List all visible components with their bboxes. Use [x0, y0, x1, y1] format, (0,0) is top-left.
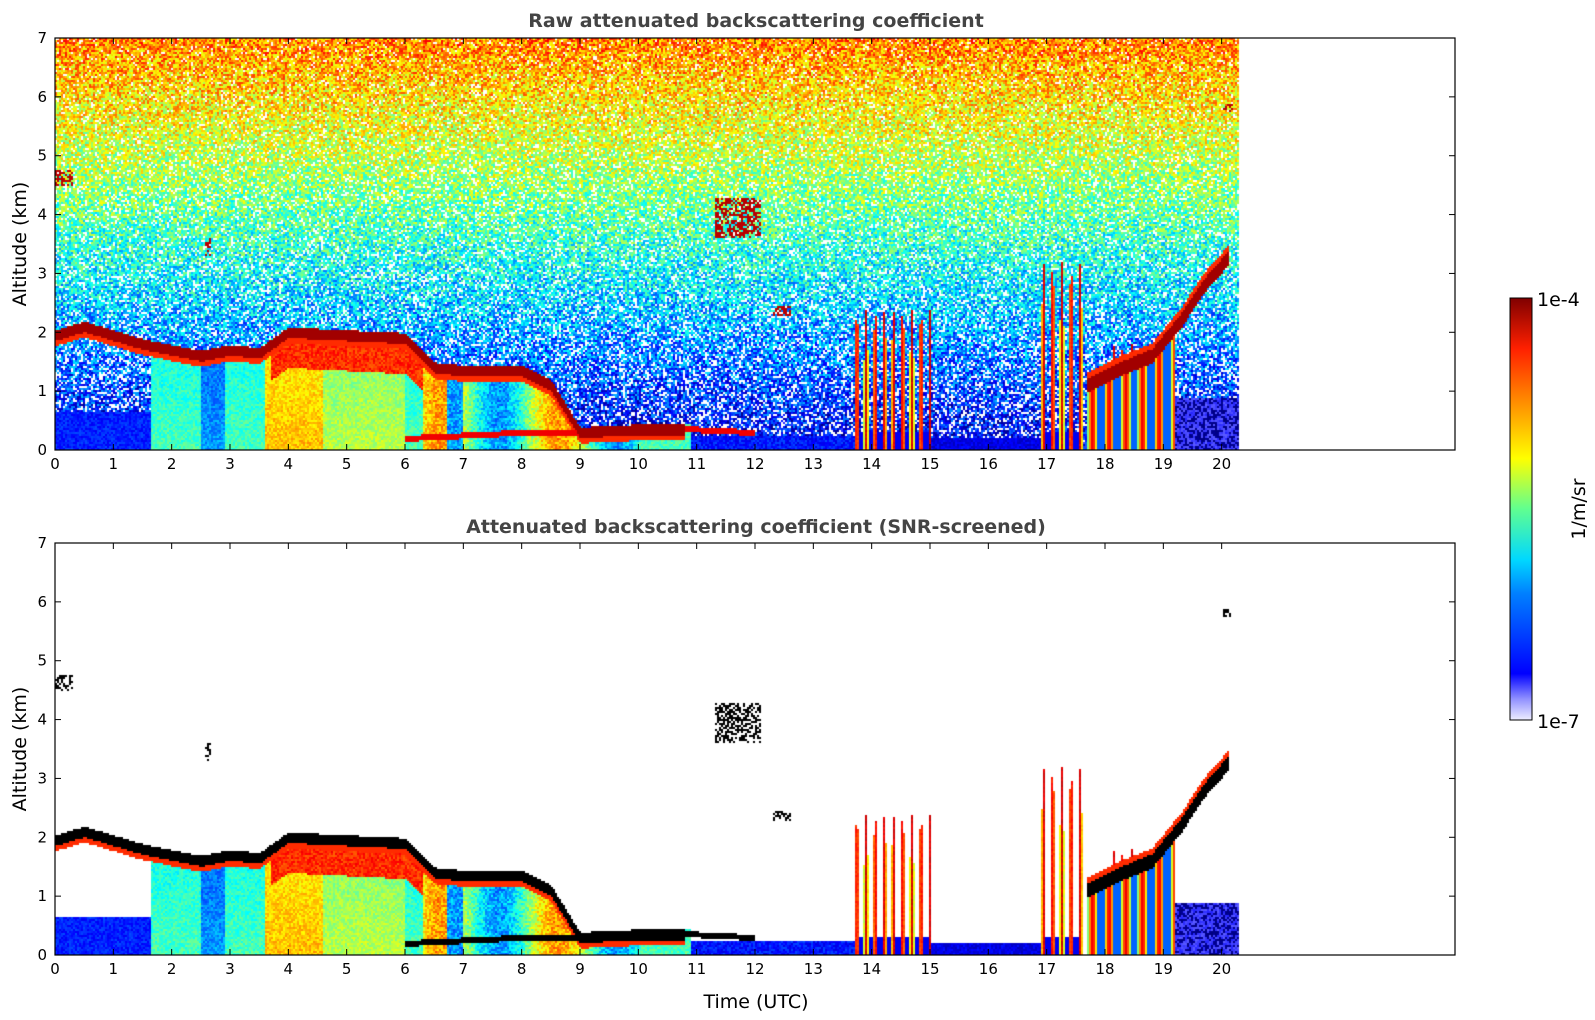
- y-tick-label: 7: [37, 534, 47, 552]
- x-axis-ticks: 0 1 2 3 4 5 6 7 8 9 10 11 12 13 14 15 16 17 18 19 20: [50, 543, 1231, 978]
- x-tick-label: 0: [50, 455, 60, 473]
- x-tick-label: 8: [517, 960, 527, 978]
- y-tick-label: 0: [37, 441, 47, 459]
- heatmap-raster: [55, 38, 1455, 450]
- y-axis-ticks: 0 1 2 3 4 5 6 7: [37, 29, 1455, 459]
- chart-title: Raw attenuated backscattering coefficien…: [528, 10, 984, 32]
- x-tick-label: 4: [284, 455, 294, 473]
- chart-title: Attenuated backscattering coefficient (S…: [466, 516, 1046, 538]
- x-tick-label: 7: [459, 960, 469, 978]
- x-axis-ticks: 0 1 2 3 4 5 6 7 8 9 10 11 12 13 14 15 16 17 18 19 20: [50, 38, 1231, 473]
- x-tick-label: 12: [745, 960, 764, 978]
- x-tick-label: 17: [1037, 455, 1056, 473]
- raw-backscatter-panel: Raw attenuated backscattering coefficien…: [9, 10, 1456, 473]
- x-tick-label: 5: [342, 455, 352, 473]
- y-tick-label: 2: [37, 323, 47, 341]
- y-tick-label: 5: [37, 652, 47, 670]
- y-tick-label: 7: [37, 29, 47, 47]
- x-tick-label: 16: [979, 455, 998, 473]
- y-axis-ticks: 0 1 2 3 4 5 6 7: [37, 534, 1455, 964]
- x-tick-label: 14: [862, 960, 881, 978]
- y-tick-label: 4: [37, 711, 47, 729]
- y-tick-label: 3: [37, 264, 47, 282]
- x-tick-label: 20: [1212, 960, 1231, 978]
- colorbar: 1e-4 1e-7 1/m/sr: [1509, 289, 1590, 733]
- snr-screened-backscatter-panel: Attenuated backscattering coefficient (S…: [9, 516, 1456, 1013]
- x-tick-label: 11: [687, 455, 706, 473]
- y-tick-label: 2: [37, 828, 47, 846]
- colorbar-min-label: 1e-7: [1537, 711, 1580, 733]
- x-tick-label: 20: [1212, 455, 1231, 473]
- x-tick-label: 8: [517, 455, 527, 473]
- x-tick-label: 14: [862, 455, 881, 473]
- y-tick-label: 4: [37, 206, 47, 224]
- x-tick-label: 5: [342, 960, 352, 978]
- x-tick-label: 15: [920, 455, 939, 473]
- x-tick-label: 4: [284, 960, 294, 978]
- x-tick-label: 17: [1037, 960, 1056, 978]
- heatmap-image: [55, 543, 1455, 955]
- x-tick-label: 6: [400, 960, 410, 978]
- x-tick-label: 13: [804, 960, 823, 978]
- heatmap-raster: [55, 543, 1455, 955]
- x-tick-label: 13: [804, 455, 823, 473]
- y-tick-label: 1: [37, 382, 47, 400]
- x-tick-label: 9: [575, 455, 585, 473]
- x-tick-label: 19: [1154, 960, 1173, 978]
- x-tick-label: 15: [920, 960, 939, 978]
- y-tick-label: 5: [37, 147, 47, 165]
- x-tick-label: 18: [1095, 455, 1114, 473]
- x-tick-label: 2: [167, 960, 177, 978]
- x-tick-label: 3: [225, 455, 235, 473]
- colorbar-unit-label: 1/m/sr: [1568, 478, 1590, 539]
- x-tick-label: 3: [225, 960, 235, 978]
- x-tick-label: 1: [109, 455, 119, 473]
- colorbar-gradient: [1509, 297, 1533, 721]
- y-axis-label: Altitude (km): [9, 687, 31, 812]
- x-tick-label: 2: [167, 455, 177, 473]
- y-axis-label: Altitude (km): [9, 182, 31, 307]
- y-tick-label: 1: [37, 887, 47, 905]
- x-tick-label: 6: [400, 455, 410, 473]
- x-tick-label: 16: [979, 960, 998, 978]
- y-tick-label: 6: [37, 88, 47, 106]
- y-tick-label: 0: [37, 946, 47, 964]
- x-tick-label: 1: [109, 960, 119, 978]
- x-tick-label: 10: [629, 455, 648, 473]
- colorbar-max-label: 1e-4: [1537, 289, 1580, 311]
- x-tick-label: 10: [629, 960, 648, 978]
- x-tick-label: 12: [745, 455, 764, 473]
- x-tick-label: 19: [1154, 455, 1173, 473]
- y-tick-label: 6: [37, 593, 47, 611]
- y-tick-label: 3: [37, 769, 47, 787]
- x-tick-label: 11: [687, 960, 706, 978]
- x-tick-label: 9: [575, 960, 585, 978]
- x-tick-label: 18: [1095, 960, 1114, 978]
- x-tick-label: 0: [50, 960, 60, 978]
- x-tick-label: 7: [459, 455, 469, 473]
- x-axis-label: Time (UTC): [702, 991, 808, 1013]
- heatmap-image: [55, 38, 1455, 450]
